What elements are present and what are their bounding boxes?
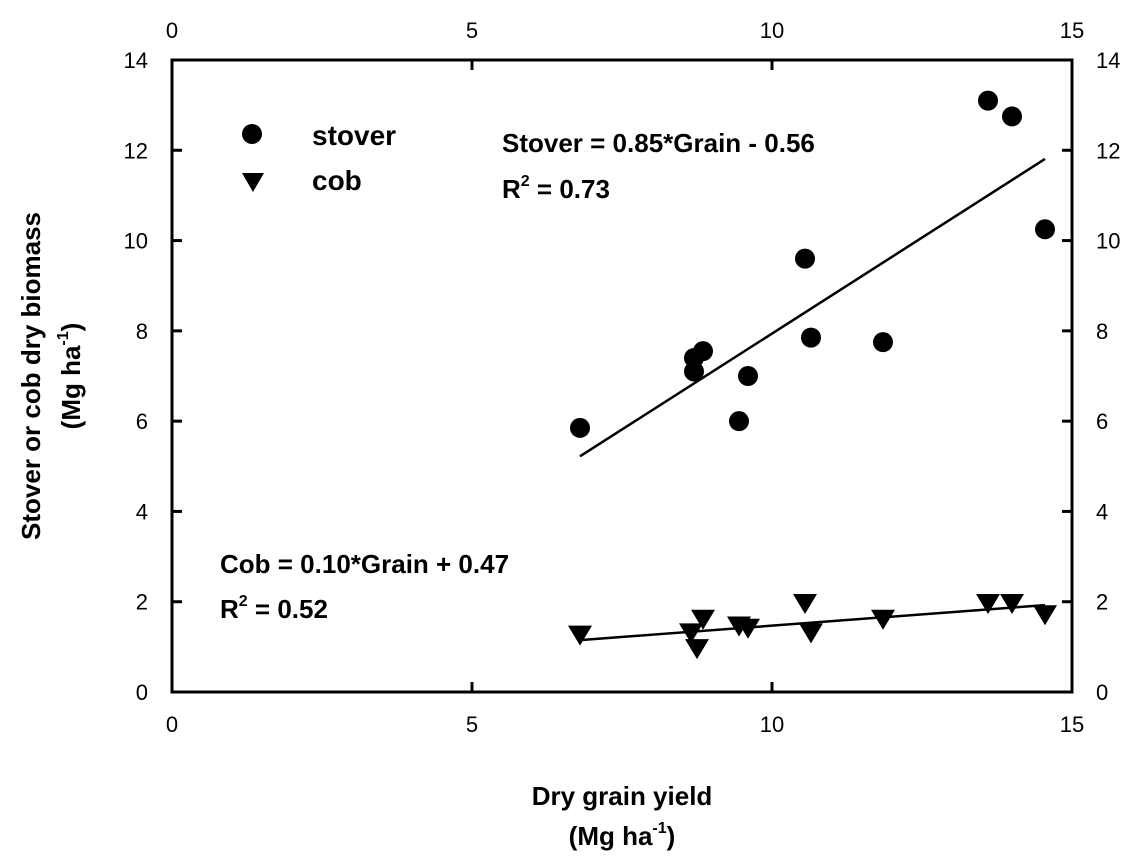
point-stover: [570, 417, 590, 438]
y-tick-label-left: 2: [136, 590, 148, 615]
x-tick-label-bottom: 15: [1060, 712, 1084, 737]
point-stover: [873, 332, 893, 353]
cob-r2: R2 = 0.52: [220, 593, 328, 624]
x-axis-title: Dry grain yield: [532, 781, 713, 811]
y-axis-unit-group: (Mg ha-1): [55, 323, 86, 430]
x-tick-label-top: 15: [1060, 18, 1084, 43]
legend: stover cob: [242, 120, 396, 196]
x-tick-label-top: 0: [166, 18, 178, 43]
point-cob: [1033, 605, 1057, 626]
point-stover: [693, 341, 713, 362]
y-tick-label-left: 10: [124, 229, 148, 254]
y-tick-label-right: 14: [1096, 48, 1120, 73]
point-cob: [736, 618, 760, 639]
y-axis-unit-end: ): [56, 323, 86, 332]
y-axis-title: Stover or cob dry biomass: [16, 212, 46, 540]
point-stover: [729, 411, 749, 432]
x-axis-unit-sup: -1: [652, 820, 666, 837]
point-cob: [793, 593, 817, 614]
legend-label-cob: cob: [312, 165, 362, 196]
stover-equation: Stover = 0.85*Grain - 0.56: [502, 128, 815, 158]
cob-r2-value: = 0.52: [248, 594, 328, 624]
y-tick-label-left: 12: [124, 138, 148, 163]
x-axis-unit: (Mg ha-1): [569, 820, 676, 851]
point-cob: [568, 625, 592, 646]
point-cob: [679, 623, 703, 644]
x-tick-label-bottom: 0: [166, 712, 178, 737]
x-axis-unit-main: (Mg ha: [569, 821, 653, 851]
stover-r2-r: R: [502, 174, 521, 204]
y-tick-label-right: 6: [1096, 409, 1108, 434]
y-tick-label-right: 0: [1096, 680, 1108, 705]
y-tick-label-right: 2: [1096, 590, 1108, 615]
y-tick-label-right: 12: [1096, 138, 1120, 163]
y-tick-label-left: 4: [136, 499, 148, 524]
y-tick-label-right: 10: [1096, 229, 1120, 254]
stover-r2: R2 = 0.73: [502, 173, 610, 204]
point-cob: [1000, 593, 1024, 614]
cob-equation: Cob = 0.10*Grain + 0.47: [220, 549, 509, 579]
cob-r2-sup: 2: [239, 593, 248, 610]
point-cob: [976, 593, 1000, 614]
point-stover: [738, 366, 758, 386]
y-tick-label-left: 0: [136, 680, 148, 705]
point-stover: [684, 361, 704, 382]
legend-label-stover: stover: [312, 120, 396, 151]
y-tick-label-right: 8: [1096, 319, 1108, 344]
point-stover: [978, 90, 998, 111]
point-stover: [795, 248, 815, 269]
fit-line-cob: [579, 603, 1046, 642]
x-tick-label-bottom: 5: [466, 712, 478, 737]
x-tick-label-top: 5: [466, 18, 478, 43]
point-cob: [799, 623, 823, 644]
legend-marker-cob: [242, 173, 264, 192]
x-tick-label-bottom: 10: [760, 712, 784, 737]
point-cob: [691, 609, 715, 630]
fit-line-stover: [579, 157, 1046, 458]
x-tick-label-top: 10: [760, 18, 784, 43]
y-axis-unit-sup: -1: [55, 331, 72, 345]
point-cob: [871, 609, 895, 630]
cob-r2-r: R: [220, 594, 239, 624]
legend-marker-stover: [242, 124, 262, 144]
y-tick-label-left: 6: [136, 409, 148, 434]
plot-area: [170, 58, 1074, 694]
point-cob: [685, 639, 709, 660]
point-stover: [1002, 106, 1022, 127]
y-axis-unit-main: (Mg ha: [56, 345, 86, 429]
stover-r2-value: = 0.73: [530, 174, 610, 204]
point-stover: [1035, 219, 1055, 240]
y-tick-label-left: 8: [136, 319, 148, 344]
y-tick-label-left: 14: [124, 48, 148, 73]
y-tick-label-right: 4: [1096, 499, 1108, 524]
point-stover: [801, 327, 821, 348]
y-axis-title-group: Stover or cob dry biomass: [16, 212, 46, 540]
stover-r2-sup: 2: [521, 173, 530, 190]
fit-lines: [579, 157, 1046, 642]
x-axis-unit-end: ): [667, 821, 676, 851]
y-axis-unit: (Mg ha-1): [55, 323, 86, 430]
data-points: [568, 90, 1057, 660]
